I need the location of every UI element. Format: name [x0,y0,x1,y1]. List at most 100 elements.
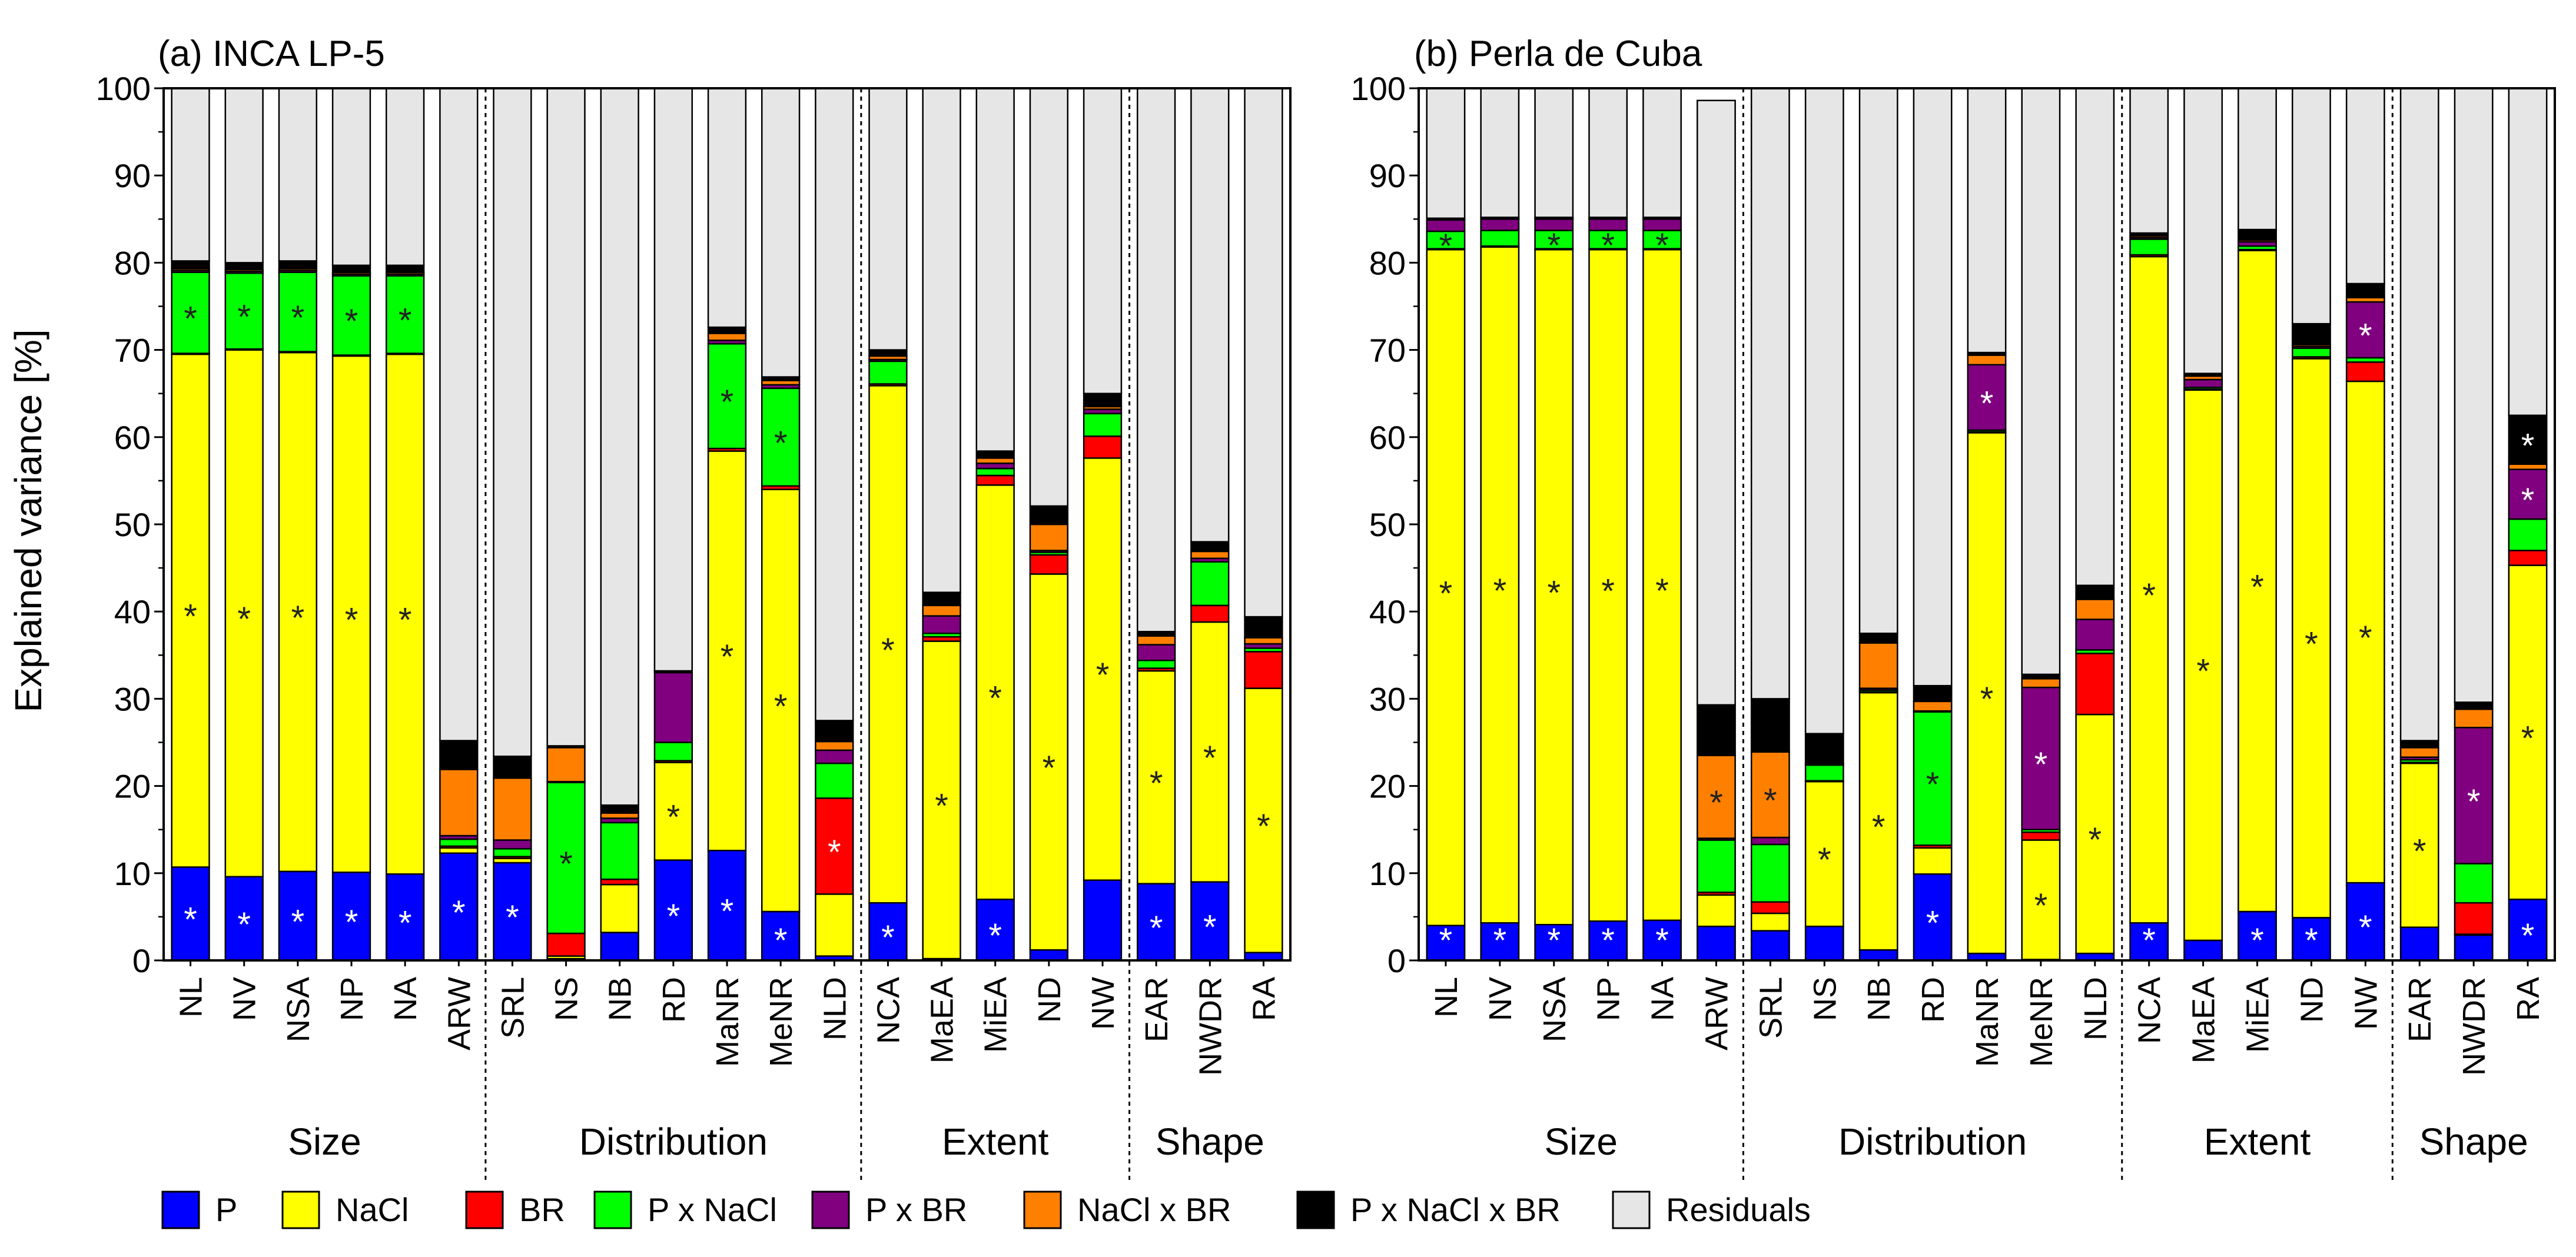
x-tick-label: NP [1591,977,1626,1021]
y-tick-label: 20 [114,768,151,805]
bar-nw: * * * [2345,87,2385,962]
segment-pxnacl-nca [868,360,908,385]
segment-naclxbr-ns [546,747,586,783]
group-label-extent: Extent [942,1120,1049,1163]
bar-nl: * * * [171,87,210,962]
segment-residuals-arw [1697,99,1736,706]
significance-star: * [1709,784,1723,822]
segment-pxnaclxbr-ns [1804,733,1844,764]
segment-br-ns [546,932,586,957]
segment-p-arw [1697,925,1736,962]
segment-naclxbr-ear [2399,747,2439,758]
segment-br-nw [2345,361,2385,383]
segment-residuals-ns [1804,87,1844,734]
x-tick-label: SRL [1753,977,1788,1039]
segment-pxnacl-nv [224,272,264,350]
segment-residuals-na [385,87,425,267]
segment-nacl-ra [2508,564,2548,900]
y-tick-label: 20 [1369,768,1406,805]
segment-nacl-menr [2021,839,2061,960]
significance-star: * [1926,904,1940,943]
segment-nacl-rd [653,761,693,861]
segment-residuals-menr [761,87,801,378]
y-tick-label: 10 [114,855,151,892]
x-tick-label: MaNR [710,977,745,1067]
group-label-extent: Extent [2204,1120,2311,1163]
bar-nsa: * * * [1534,87,1574,962]
significance-star: * [559,845,573,883]
segment-residuals-rd [653,87,693,672]
bar-menr: * * * [761,87,801,962]
segment-nacl-nld [815,893,854,957]
significance-star: * [345,302,358,341]
x-tick-label: NWDR [1193,977,1228,1076]
significance-star: * [1150,764,1163,803]
bar-np: * * * [331,87,371,962]
segment-br-nwdr [2454,902,2494,935]
x-tick-label: NA [1645,977,1681,1021]
segment-residuals-nwdr [1190,87,1230,543]
segment-pxnaclxbr-nw [2345,282,2385,298]
segment-nacl-menr [761,488,801,913]
x-tick-label: NWDR [2457,977,2492,1076]
segment-br-srl [1750,901,1790,915]
segment-pxnaclxbr-nv [224,262,264,271]
x-tick-label: EAR [2402,977,2438,1042]
segment-pxbr-na [1642,218,1682,231]
significance-star: * [1547,227,1561,265]
x-tick-label: NB [603,977,638,1021]
segment-naclxbr-maea [922,604,961,617]
significance-star: * [2359,909,2372,947]
segment-residuals-miea [2238,87,2277,231]
segment-pxnacl-nl [171,271,210,354]
segment-residuals-rd [1913,87,1953,687]
significance-star: * [345,601,358,640]
segment-residuals-manr [707,87,747,328]
segment-nacl-arw [439,847,479,854]
legend-swatch [281,1191,320,1229]
significance-star: * [2521,917,2535,955]
legend-swatch [1612,1191,1651,1229]
bar-nb [600,87,639,962]
legend-item-p: P [161,1191,237,1229]
x-tick-label: NLD [817,977,852,1040]
significance-star: * [399,601,412,640]
y-tick-label: 70 [114,332,151,369]
segment-br-nd [1029,554,1069,575]
segment-pxbr-menr [2021,686,2061,830]
segment-pxnacl-np [1588,230,1628,250]
significance-star: * [721,638,734,676]
significance-star: * [399,302,412,340]
group-label-size: Size [1544,1120,1618,1163]
segment-pxbr-nwdr [2454,727,2494,864]
segment-br-menr [2021,831,2061,841]
y-tick-label: 90 [114,157,151,194]
segment-pxnacl-miea [975,467,1015,477]
significance-star: * [184,300,197,338]
segment-p-np [331,872,371,962]
segment-residuals-nb [600,87,639,806]
bar-arw: * [439,87,479,962]
segment-br-nld [815,797,854,895]
segment-naclxbr-srl [493,777,532,841]
significance-star: * [2250,568,2264,606]
significance-star: * [1203,908,1217,946]
segment-pxbr-nld [815,749,854,764]
bar-nb: * [1858,87,1898,962]
segment-pxbr-manr [1967,364,2007,431]
significance-star: * [2142,577,2156,615]
legend-swatch [1023,1191,1062,1229]
segment-p-srl [493,862,532,962]
significance-star: * [1655,922,1669,960]
segment-pxnaclxbr-srl [493,755,532,779]
chart-title: (b) Perla de Cuba [1414,34,1702,74]
segment-pxnacl-nwdr [1190,561,1230,607]
bar-arw: * [1697,99,1736,962]
significance-star: * [721,893,734,931]
segment-br-ra [1244,651,1283,689]
significance-star: * [2359,317,2372,355]
x-tick-label: ARW [1699,977,1734,1050]
segment-nacl-nb [600,883,639,933]
segment-pxnaclxbr-miea [2238,228,2277,241]
significance-star: * [2359,619,2372,657]
